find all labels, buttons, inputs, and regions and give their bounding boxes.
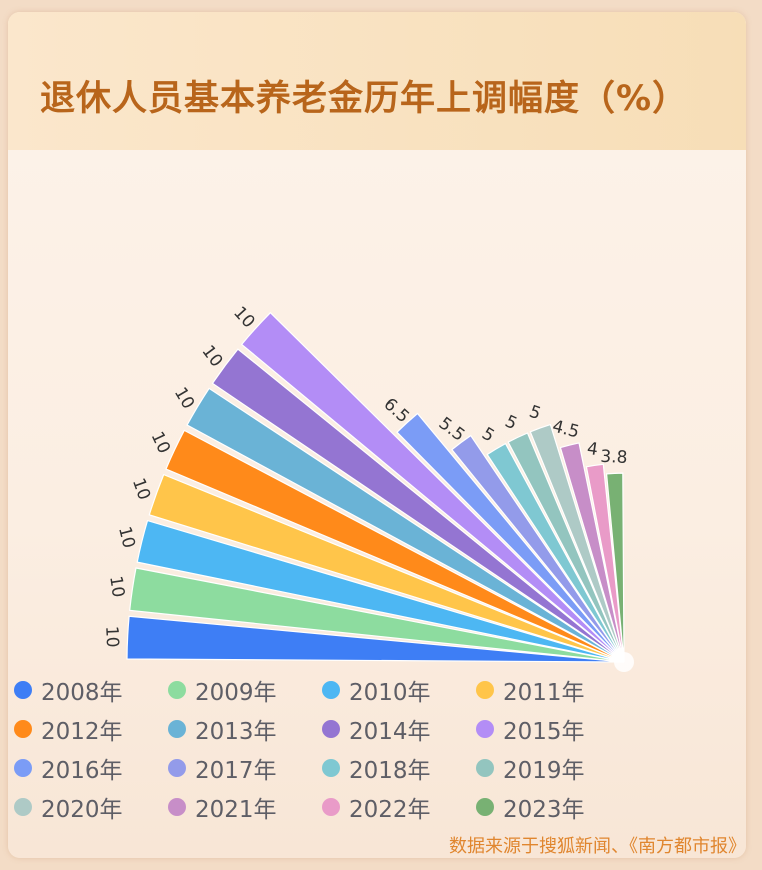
legend-label: 2018年 [349, 757, 431, 784]
legend-item: 2013年 [168, 709, 322, 748]
bar-2009年 [129, 567, 625, 663]
legend-swatch [168, 719, 186, 738]
legend-swatch [14, 758, 32, 777]
legend-item: 2010年 [322, 670, 476, 709]
bar-2011年 [148, 473, 625, 663]
value-label-2011年: 10 [128, 476, 154, 503]
value-label-2008年: 10 [101, 626, 122, 649]
legend-swatch [14, 680, 32, 699]
legend-label: 2022年 [349, 796, 431, 823]
legend-swatch [168, 758, 186, 777]
legend-label: 2020年 [41, 796, 123, 823]
legend-swatch [322, 680, 340, 699]
legend-label: 2016年 [41, 757, 123, 784]
value-label-2019年: 5 [502, 412, 520, 435]
legend-label: 2015年 [503, 718, 585, 745]
value-label-2020年: 5 [526, 402, 543, 424]
legend-item: 2012年 [14, 709, 168, 748]
bar-2018年 [486, 442, 625, 663]
legend-swatch [476, 680, 494, 699]
legend-swatch [476, 758, 494, 777]
legend-swatch [322, 758, 340, 777]
value-label-2010年: 10 [114, 524, 139, 550]
bar-2015年 [240, 311, 625, 663]
legend-item: 2009年 [168, 670, 322, 709]
legend-item: 2017年 [168, 748, 322, 787]
bar-2012年 [165, 429, 625, 663]
legend-label: 2019年 [503, 757, 585, 784]
title-band [8, 12, 746, 150]
bar-2017年 [451, 434, 625, 663]
legend-label: 2013年 [195, 718, 277, 745]
legend-label: 2009年 [195, 679, 277, 706]
bar-2013年 [186, 387, 625, 663]
legend-swatch [322, 797, 340, 816]
bar-2010年 [136, 519, 625, 663]
legend-item: 2019年 [476, 748, 630, 787]
legend-label: 2008年 [41, 679, 123, 706]
value-label-2013年: 10 [170, 384, 198, 413]
source-note: 数据来源于搜狐新闻、《南方都市报》 [449, 836, 746, 857]
bar-2008年 [126, 615, 625, 663]
legend-label: 2010年 [349, 679, 431, 706]
legend-item: 2015年 [476, 709, 630, 748]
legend-item: 2014年 [322, 709, 476, 748]
legend-item: 2016年 [14, 748, 168, 787]
legend-item: 2022年 [322, 787, 476, 826]
legend-label: 2017年 [195, 757, 277, 784]
legend-item: 2021年 [168, 787, 322, 826]
legend-swatch [168, 680, 186, 699]
pivot-glow [614, 652, 634, 672]
bar-2019年 [507, 432, 625, 663]
legend-swatch [14, 719, 32, 738]
legend-item: 2020年 [14, 787, 168, 826]
bar-2021年 [559, 442, 625, 663]
bar-2023年 [605, 472, 625, 663]
legend-swatch [322, 719, 340, 738]
legend-label: 2011年 [503, 679, 585, 706]
legend-swatch [476, 719, 494, 738]
legend-item: 2018年 [322, 748, 476, 787]
value-label-2012年: 10 [147, 429, 174, 457]
legend-item: 2023年 [476, 787, 630, 826]
value-label-2023年: 3.8 [600, 447, 628, 468]
legend-label: 2021年 [195, 796, 277, 823]
chart-title: 退休人员基本养老金历年上调幅度（%） [40, 79, 689, 119]
legend-swatch [476, 797, 494, 816]
legend-item: 2008年 [14, 670, 168, 709]
legend-label: 2012年 [41, 718, 123, 745]
legend-item: 2011年 [476, 670, 630, 709]
value-label-2015年: 10 [229, 303, 258, 332]
bar-2014年 [211, 348, 625, 663]
value-label-2018年: 5 [478, 424, 498, 447]
legend-label: 2014年 [349, 718, 431, 745]
chart-card: 退休人员基本养老金历年上调幅度（%） [8, 12, 746, 858]
legend-label: 2023年 [503, 796, 585, 823]
bar-2016年 [396, 412, 625, 663]
value-label-2009年: 10 [105, 575, 128, 599]
bar-2020年 [529, 423, 625, 663]
bar-2022年 [585, 463, 625, 663]
legend-swatch [14, 797, 32, 816]
value-label-2014年: 10 [198, 342, 227, 371]
value-label-2022年: 4 [586, 439, 600, 460]
chart-legend: 2008年 2009年 2010年 2011年 2012年 2013年 2014年 2015年… [14, 670, 744, 826]
legend-swatch [168, 797, 186, 816]
